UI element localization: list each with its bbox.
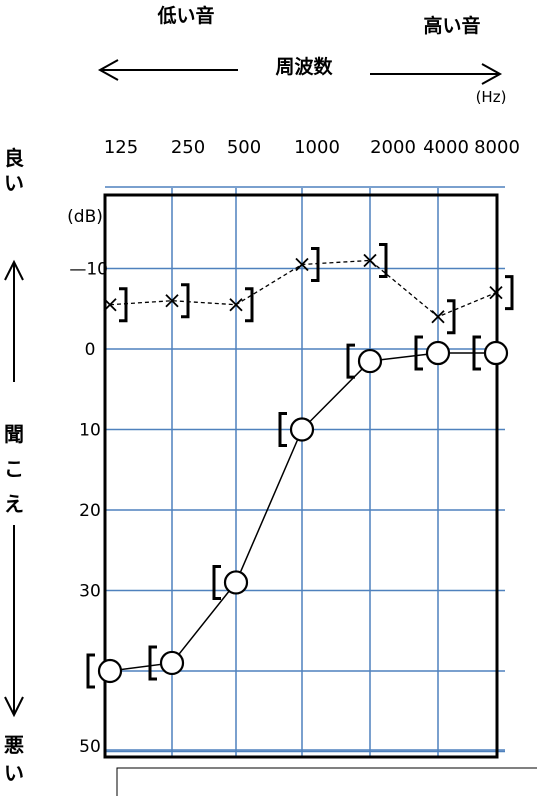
high-sound-label: 高い音	[423, 14, 480, 37]
svg-text:悪: 悪	[4, 733, 24, 757]
y-tick-label: 50	[79, 737, 101, 757]
hz-unit-label: (Hz)	[476, 88, 507, 106]
left-arrow-icon	[97, 59, 238, 81]
bad-label: 悪 い	[4, 733, 24, 785]
left-bracket-mark	[86, 653, 95, 689]
x-tick-label: 1000	[294, 137, 340, 158]
right-bracket-mark	[181, 283, 190, 319]
series-layer	[86, 242, 514, 689]
y-tick-labels: —10 0 10 20 30 50	[69, 260, 108, 758]
circle-point	[357, 348, 383, 374]
left-bracket-mark	[278, 412, 287, 447]
frequency-axis-title: 周波数	[275, 55, 333, 78]
x-point	[103, 298, 117, 312]
right-bracket-mark	[311, 246, 320, 282]
x-tick-label: 250	[171, 137, 205, 158]
down-arrow-icon	[4, 525, 24, 718]
circle-point	[483, 340, 509, 366]
svg-text:い: い	[4, 171, 24, 195]
hearing-label: 聞 こ え	[4, 422, 24, 516]
svg-text:い: い	[4, 761, 24, 785]
x-tick-label: 2000	[370, 137, 416, 158]
left-bracket-mark	[212, 564, 221, 600]
x-point	[489, 286, 503, 300]
svg-text:聞: 聞	[4, 422, 24, 446]
svg-text:こ: こ	[4, 457, 24, 481]
y-tick-label: 0	[85, 340, 96, 360]
y-tick-label: 10	[79, 421, 101, 441]
x-tick-label: 8000	[474, 137, 520, 158]
y-tick-label: 20	[79, 501, 101, 521]
right-arrow-icon	[370, 63, 503, 85]
circle-point	[223, 570, 249, 595]
x-tick-label: 125	[104, 137, 138, 158]
right-bracket-mark	[505, 275, 514, 311]
circle-point	[289, 417, 315, 442]
svg-text:良: 良	[4, 146, 24, 170]
left-bracket-mark	[414, 335, 423, 371]
x-point	[295, 257, 309, 272]
y-tick-label: 30	[79, 582, 101, 602]
left-bracket-mark	[346, 343, 355, 379]
x-point	[363, 253, 377, 268]
right-bracket-mark	[245, 287, 254, 323]
x-tick-label: 500	[227, 137, 261, 158]
left-bracket-mark	[148, 645, 157, 681]
low-sound-label: 低い音	[156, 4, 214, 27]
plot-frame	[103, 193, 499, 759]
x-point	[431, 310, 445, 324]
up-arrow-icon	[4, 259, 24, 382]
circle-point	[97, 658, 123, 684]
good-label: 良 い	[4, 146, 24, 195]
right-bracket-mark	[447, 299, 456, 335]
right-bracket-mark	[379, 242, 388, 278]
svg-text:え: え	[4, 492, 24, 516]
grid-lines	[105, 186, 505, 757]
circle-point	[159, 650, 185, 676]
x-point	[165, 294, 179, 308]
x-point	[229, 298, 243, 312]
left-bracket-mark	[472, 335, 481, 371]
db-unit-label: (dB)	[67, 207, 103, 227]
right-bracket-mark	[119, 287, 128, 323]
circle-point	[425, 340, 451, 366]
legend-box	[116, 767, 537, 796]
x-tick-labels: 125 250 500 1000 2000 4000 8000	[104, 137, 520, 158]
y-tick-label: —10	[69, 260, 108, 280]
x-tick-label: 4000	[423, 137, 469, 158]
